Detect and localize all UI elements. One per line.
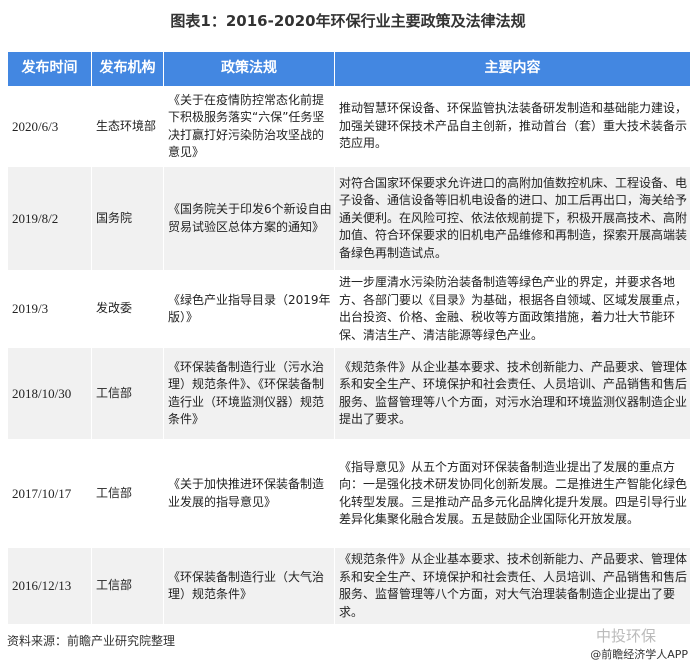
cell-content: 推动智慧环保设备、环保监管执法装备研发制造和基础能力建设，加强关键环保技术产品自… bbox=[334, 86, 691, 167]
cell-date: 2019/8/2 bbox=[7, 166, 92, 271]
table-title: 图表1：2016-2020年环保行业主要政策及法律法规 bbox=[170, 12, 526, 30]
cell-content: 《规范条件》从企业基本要求、技术创新能力、产品要求、管理体系和安全生产、环境保护… bbox=[334, 547, 691, 625]
cell-agency: 工信部 bbox=[91, 347, 164, 440]
table-row: 2019/8/2 国务院 《国务院关于印发6个新设自由贸易试验区总体方案的通知》… bbox=[7, 166, 691, 271]
source-note: 资料来源：前瞻产业研究院整理 bbox=[7, 634, 176, 648]
table-row: 2020/6/3 生态环境部 《关于在疫情防控常态化前提下积极服务落实“六保”任… bbox=[7, 86, 691, 167]
header-policy: 政策法规 bbox=[163, 51, 335, 87]
cell-policy: 《关于加快推进环保装备制造业发展的指导意见》 bbox=[163, 439, 335, 548]
cell-date: 2018/10/30 bbox=[7, 347, 92, 440]
cell-policy: 《绿色产业指导目录（2019年版）》 bbox=[163, 270, 335, 348]
cell-date: 2019/3 bbox=[7, 270, 92, 348]
cell-policy: 《关于在疫情防控常态化前提下积极服务落实“六保”任务坚决打赢打好污染防治攻坚战的… bbox=[163, 86, 335, 167]
cell-content: 《指导意见》从五个方面对环保装备制造业提出了发展的重点方向：一是强化技术研发协同… bbox=[334, 439, 691, 548]
cell-date: 2016/12/13 bbox=[7, 547, 92, 625]
cell-date: 2020/6/3 bbox=[7, 86, 92, 167]
header-date: 发布时间 bbox=[7, 51, 92, 87]
cell-policy: 《环保装备制造行业（污水治理）规范条件》、《环保装备制造行业（环境监测仪器）规范… bbox=[163, 347, 335, 440]
policy-table: 发布时间 发布机构 政策法规 主要内容 2020/6/3 生态环境部 《关于在疫… bbox=[7, 51, 691, 625]
header-agency: 发布机构 bbox=[91, 51, 164, 87]
cell-agency: 工信部 bbox=[91, 439, 164, 548]
cell-content: 对符合国家环保要求允许进口的高附加值数控机床、工程设备、电子设备、通信设备等旧机… bbox=[334, 166, 691, 271]
table-row: 2016/12/13 工信部 《环保装备制造行业（大气治理）规范条件》 《规范条… bbox=[7, 547, 691, 625]
cell-agency: 发改委 bbox=[91, 270, 164, 348]
cell-policy: 《国务院关于印发6个新设自由贸易试验区总体方案的通知》 bbox=[163, 166, 335, 271]
cell-agency: 工信部 bbox=[91, 547, 164, 625]
table-row: 2019/3 发改委 《绿色产业指导目录（2019年版）》 进一步厘清水污染防治… bbox=[7, 270, 691, 348]
cell-agency: 生态环境部 bbox=[91, 86, 164, 167]
cell-agency: 国务院 bbox=[91, 166, 164, 271]
watermark-account: 中投环保 bbox=[595, 627, 656, 645]
cell-content: 进一步厘清水污染防治装备制造等绿色产业的界定，并要求各地方、各部门要以《目录》为… bbox=[334, 270, 691, 348]
header-content: 主要内容 bbox=[334, 51, 691, 87]
table-row: 2018/10/30 工信部 《环保装备制造行业（污水治理）规范条件》、《环保装… bbox=[7, 347, 691, 440]
cell-policy: 《环保装备制造行业（大气治理）规范条件》 bbox=[163, 547, 335, 625]
cell-date: 2017/10/17 bbox=[7, 439, 92, 548]
table-header-row: 发布时间 发布机构 政策法规 主要内容 bbox=[7, 51, 691, 87]
cell-content: 《规范条件》从企业基本要求、技术创新能力、产品要求、管理体系和安全生产、环境保护… bbox=[334, 347, 691, 440]
watermark-credit: @前瞻经济学人APP bbox=[590, 648, 688, 661]
table-row: 2017/10/17 工信部 《关于加快推进环保装备制造业发展的指导意见》 《指… bbox=[7, 439, 691, 548]
